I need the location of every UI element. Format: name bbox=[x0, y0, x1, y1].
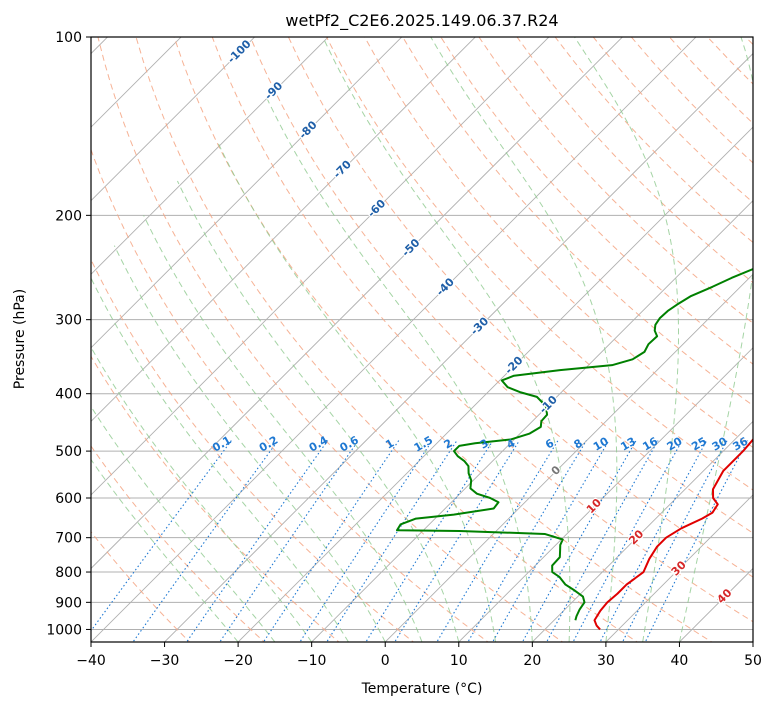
y-axis-label: Pressure (hPa) bbox=[12, 289, 28, 389]
mixing-ratio-line bbox=[572, 440, 683, 642]
isotherm-line bbox=[91, 37, 697, 642]
y-tick-label: 600 bbox=[55, 491, 82, 507]
x-tick-label: 30 bbox=[597, 653, 615, 669]
mixing-ratio-line bbox=[467, 440, 587, 642]
mixing-ratio-line bbox=[492, 440, 610, 642]
mixing-ratio-line bbox=[299, 440, 433, 642]
moist-adiabat bbox=[113, 245, 386, 642]
dry-adiabat bbox=[135, 37, 639, 642]
x-tick-label: 50 bbox=[744, 653, 762, 669]
dry-adiabat bbox=[364, 37, 753, 449]
chart-title: wetPf2_C2E6.2025.149.06.37.R24 bbox=[285, 11, 558, 31]
moist-adiabat bbox=[264, 94, 533, 642]
x-tick-label: −30 bbox=[150, 653, 180, 669]
isotherm-line bbox=[91, 37, 403, 349]
mixing-ratio-line bbox=[621, 440, 728, 642]
moist-adiabat bbox=[143, 215, 423, 642]
y-tick-label: 300 bbox=[55, 313, 82, 329]
x-axis-label: Temperature (°C) bbox=[361, 681, 483, 697]
dry-adiabat bbox=[478, 37, 753, 324]
x-tick-label: 10 bbox=[450, 653, 468, 669]
isotherm-line bbox=[237, 126, 753, 642]
mixing-ratio-line bbox=[132, 440, 279, 642]
mixing-ratio-line bbox=[436, 440, 559, 642]
dry-adiabat bbox=[325, 37, 753, 491]
y-tick-label: 200 bbox=[55, 208, 82, 224]
mixing-ratio-line bbox=[599, 440, 708, 642]
mixing-ratio-line bbox=[262, 440, 400, 642]
isotherm-line bbox=[384, 273, 753, 642]
isotherm-line bbox=[91, 37, 329, 275]
x-tick-label: −40 bbox=[76, 653, 106, 669]
background-lines bbox=[91, 37, 753, 642]
dry-adiabat bbox=[91, 445, 265, 642]
dry-adiabat bbox=[173, 37, 713, 642]
y-tick-label: 500 bbox=[55, 444, 82, 460]
x-tick-label: −20 bbox=[223, 653, 253, 669]
isotherm-line bbox=[91, 37, 256, 202]
dewpoint-profile bbox=[395, 268, 753, 621]
moist-adiabat bbox=[216, 141, 497, 642]
dry-adiabat bbox=[287, 37, 753, 534]
mixing-ratio-line bbox=[365, 440, 494, 642]
x-tick-label: −10 bbox=[297, 653, 327, 669]
data-series bbox=[395, 268, 753, 631]
x-tick-label: 20 bbox=[523, 653, 541, 669]
dry-adiabat bbox=[91, 355, 340, 642]
dry-adiabat bbox=[249, 37, 753, 578]
moist-adiabat bbox=[322, 37, 571, 642]
isotherm-line bbox=[91, 37, 550, 496]
mixing-ratio-line bbox=[521, 440, 637, 642]
moist-adiabat bbox=[91, 276, 349, 642]
dry-adiabat bbox=[91, 148, 489, 642]
mixing-ratio-line bbox=[394, 440, 520, 642]
moist-adiabat bbox=[574, 37, 680, 642]
x-tick-label: 40 bbox=[671, 653, 689, 669]
y-axis: 100 200 300 400 500 600 700 800 900 1000 bbox=[46, 30, 91, 638]
isotherm-line bbox=[605, 494, 753, 642]
mixing-ratio-line bbox=[326, 440, 458, 642]
isotherm-line bbox=[91, 37, 476, 422]
y-tick-label: 800 bbox=[55, 565, 82, 581]
isotherm-line bbox=[91, 37, 624, 570]
moist-adiabat bbox=[91, 346, 313, 642]
isotherm-line bbox=[458, 347, 753, 642]
y-tick-label: 700 bbox=[55, 531, 82, 547]
moist-adiabat bbox=[678, 37, 753, 642]
moist-adiabat bbox=[91, 405, 276, 642]
plot-frame bbox=[90, 36, 754, 643]
x-tick-label: 0 bbox=[381, 653, 390, 669]
isotherm-line bbox=[164, 52, 753, 642]
moist-adiabat bbox=[91, 458, 239, 642]
y-tick-label: 900 bbox=[55, 595, 82, 611]
x-axis: −40 −30 −20 −10 0 10 20 30 40 50 bbox=[76, 642, 762, 669]
isotherm-line bbox=[532, 420, 753, 642]
isotherm-line bbox=[91, 37, 182, 128]
dry-adiabat bbox=[211, 37, 753, 623]
dry-adiabat bbox=[91, 258, 415, 642]
dry-adiabat bbox=[440, 37, 753, 365]
temperature-profile bbox=[593, 438, 753, 631]
dry-adiabat bbox=[402, 37, 753, 407]
moist-adiabat bbox=[176, 180, 460, 642]
dry-adiabat bbox=[97, 37, 564, 642]
mixing-ratio-line bbox=[185, 440, 329, 642]
y-tick-label: 400 bbox=[55, 387, 82, 403]
y-tick-label: 1000 bbox=[46, 622, 82, 638]
y-tick-label: 100 bbox=[55, 30, 82, 46]
